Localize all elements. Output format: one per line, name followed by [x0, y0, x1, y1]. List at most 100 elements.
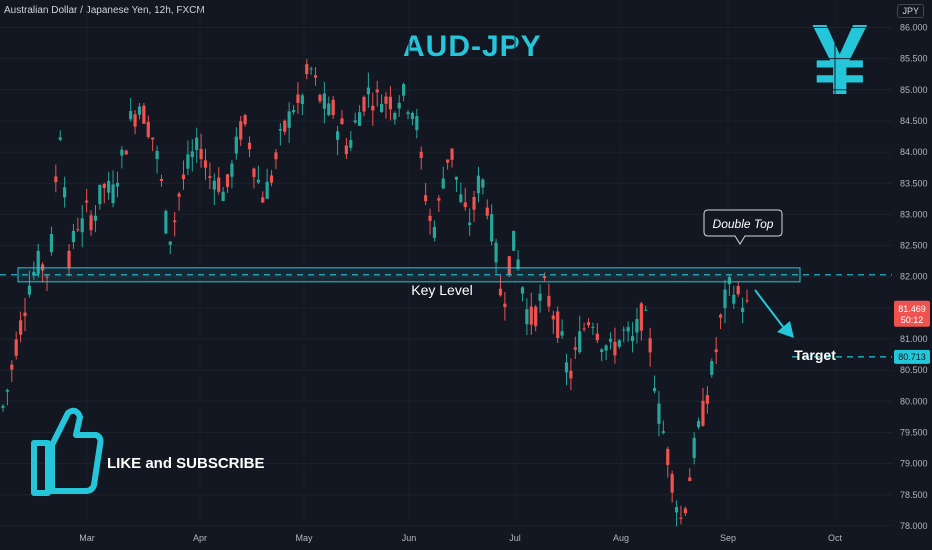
- yen-icon: ¥: [812, 4, 868, 116]
- candle-body: [32, 271, 36, 276]
- candle-body: [432, 226, 437, 238]
- candle-body: [71, 230, 76, 243]
- candle-body: [608, 338, 613, 342]
- last-price-value: 81.469: [898, 304, 926, 314]
- candle-body: [190, 151, 194, 158]
- candle-body: [164, 210, 168, 234]
- time-tick-label: Jun: [402, 533, 417, 543]
- candle-body: [67, 250, 71, 269]
- candle-body: [137, 106, 142, 115]
- candle-body: [468, 222, 472, 225]
- candle-body: [322, 93, 326, 109]
- candle-body: [54, 176, 58, 183]
- double-top-callout: [703, 209, 783, 245]
- candle-body: [648, 338, 652, 353]
- candle-body: [534, 306, 538, 327]
- price-tick-label: 86.000: [900, 23, 928, 33]
- time-tick-label: Mar: [79, 533, 95, 543]
- candle-body: [98, 184, 102, 205]
- candle-body: [556, 311, 560, 338]
- candle-body: [203, 160, 208, 168]
- candle-body: [151, 137, 155, 140]
- candle-body: [538, 293, 542, 301]
- candle-body: [23, 312, 27, 317]
- candle-body: [410, 112, 415, 120]
- candle-body: [239, 121, 243, 140]
- price-tick-label: 80.500: [900, 365, 928, 375]
- candle-body: [283, 120, 287, 132]
- candle-body: [278, 128, 282, 131]
- countdown-value: 50:12: [901, 315, 924, 325]
- candle-body: [569, 370, 573, 379]
- candle-body: [380, 103, 384, 113]
- candle-body: [582, 328, 586, 330]
- candle-body: [670, 473, 674, 493]
- candle-body: [230, 163, 234, 177]
- candle-body: [93, 215, 98, 221]
- candle-body: [723, 289, 727, 309]
- thumbs-up-icon: [31, 407, 104, 496]
- target-price-tag: [894, 349, 930, 364]
- currency-badge[interactable]: JPY: [897, 4, 924, 18]
- candle-body: [542, 276, 547, 279]
- price-tick-label: 82.000: [900, 272, 928, 282]
- candle-body: [155, 150, 159, 159]
- candle-body: [450, 148, 454, 160]
- candle-body: [661, 431, 665, 433]
- overlays-group: Key Level Double Top Target: [0, 209, 892, 363]
- symbol-title: Australian Dollar / Japanese Yen, 12h, F…: [4, 5, 205, 16]
- candle-body: [265, 181, 269, 199]
- candle-body: [714, 349, 718, 353]
- candle-body: [688, 477, 692, 482]
- candle-body: [617, 340, 621, 347]
- target-label: Target: [794, 347, 836, 363]
- time-tick-label: May: [295, 533, 313, 543]
- candle-body: [129, 110, 133, 120]
- candle-body: [80, 218, 84, 233]
- candle-body: [384, 96, 388, 104]
- candle-body: [635, 319, 639, 333]
- candle-body: [269, 175, 274, 183]
- candle-body: [19, 320, 23, 335]
- candle-body: [441, 178, 445, 189]
- candle-body: [639, 303, 643, 331]
- time-tick-label: Aug: [613, 533, 629, 543]
- candle-body: [600, 349, 604, 352]
- candle-body: [76, 229, 80, 231]
- candle-body: [256, 179, 260, 183]
- candle-body: [36, 250, 40, 274]
- price-axis: 86.000 85.500 85.000 84.500 84.000 83.500 83.0…: [894, 23, 930, 531]
- candle-body: [274, 152, 278, 160]
- candle-body: [732, 294, 736, 304]
- candle-body: [652, 387, 657, 392]
- chart-grid: [0, 27, 892, 527]
- price-tick-label: 84.500: [900, 116, 928, 126]
- candle-body: [485, 207, 489, 216]
- candle-body: [696, 421, 701, 428]
- candle-body: [45, 276, 49, 278]
- candle-body: [305, 64, 309, 75]
- price-tick-label: 85.500: [900, 54, 928, 64]
- candle-body: [525, 309, 529, 325]
- candle-body: [357, 112, 362, 126]
- candle-body: [371, 105, 375, 111]
- candle-body: [494, 242, 498, 263]
- candle-body: [133, 114, 137, 127]
- time-tick-label: Oct: [828, 533, 843, 543]
- candle-body: [142, 105, 146, 124]
- candle-body: [5, 389, 10, 392]
- candle-body: [318, 94, 322, 102]
- candle-body: [349, 139, 353, 148]
- candle-body: [613, 341, 617, 356]
- candle-body: [591, 326, 595, 328]
- candle-body: [727, 277, 731, 285]
- candles-group: [1, 58, 749, 527]
- candle-body: [58, 137, 62, 140]
- price-tick-label: 83.000: [900, 209, 928, 219]
- candle-body: [578, 331, 582, 353]
- candle-body: [710, 361, 714, 375]
- candle-body: [595, 333, 599, 341]
- candle-body: [705, 395, 709, 404]
- candle-body: [168, 241, 172, 245]
